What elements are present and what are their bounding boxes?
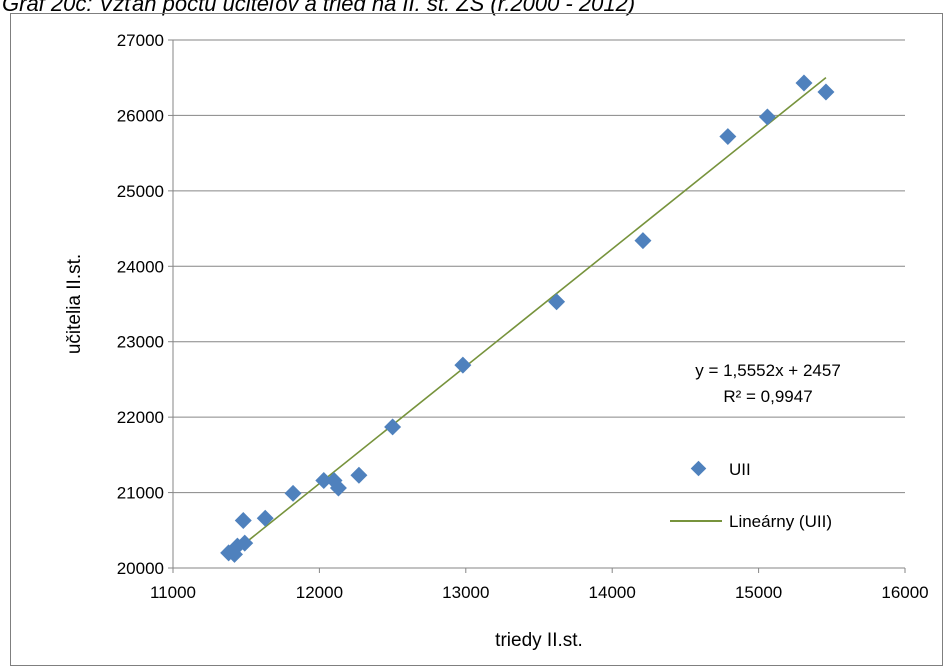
legend-label-uii: UII: [729, 460, 751, 479]
y-tick-label: 22000: [117, 408, 164, 427]
y-tick-label: 26000: [117, 106, 164, 125]
data-point: [454, 356, 472, 374]
y-axis-label: učitelia II.st.: [64, 254, 85, 354]
data-point: [256, 509, 274, 527]
data-point: [758, 108, 776, 126]
y-tick-label: 24000: [117, 257, 164, 276]
x-axis-label: triedy II.st.: [495, 630, 583, 651]
x-tick-label: 16000: [881, 583, 928, 602]
y-tick-label: 25000: [117, 182, 164, 201]
y-tick-label: 20000: [117, 559, 164, 578]
data-point: [236, 534, 254, 552]
data-point: [384, 418, 402, 436]
data-point: [284, 484, 302, 502]
data-point: [329, 479, 347, 497]
data-point: [795, 74, 813, 92]
x-tick-label: 13000: [442, 583, 489, 602]
y-tick-label: 23000: [117, 333, 164, 352]
data-point: [315, 472, 333, 489]
x-tick-label: 12000: [296, 583, 343, 602]
legend-label-trend: Lineárny (UII): [729, 512, 832, 531]
data-point: [350, 466, 368, 484]
data-point: [817, 83, 835, 101]
x-tick-label: 15000: [735, 583, 782, 602]
data-point: [548, 293, 566, 311]
trendline-r-squared: R² = 0,9947: [723, 387, 812, 406]
y-tick-label: 21000: [117, 484, 164, 503]
legend: UII Lineárny (UII): [670, 460, 832, 531]
trendline-equation: y = 1,5552x + 2457: [695, 361, 841, 380]
y-tick-label: 27000: [117, 31, 164, 50]
data-point: [234, 511, 252, 529]
data-point: [634, 232, 652, 250]
data-point: [719, 128, 737, 146]
x-tick-label: 14000: [589, 583, 636, 602]
chart-caption: Graf 20c: Vzťah počtu učiteľov a tried n…: [2, 0, 636, 16]
legend-marker-uii: [690, 460, 707, 477]
chart-area: [10, 13, 943, 666]
trendline: [228, 77, 827, 557]
x-tick-label: 11000: [150, 583, 196, 602]
